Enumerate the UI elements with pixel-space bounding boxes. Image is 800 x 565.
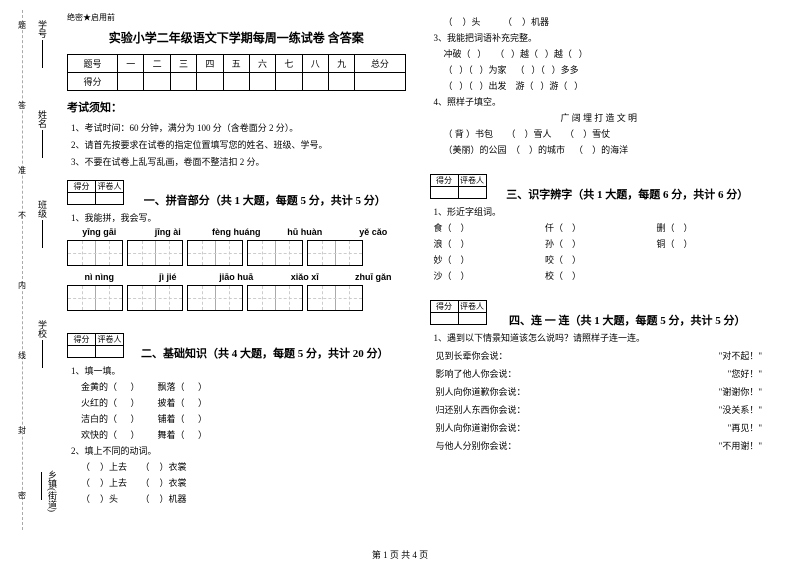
vmark-5: 线 bbox=[18, 350, 26, 361]
q2-2-row1[interactable]: （ ）上去 （ ）衣裳 bbox=[81, 476, 406, 489]
q2-3-row0[interactable]: 冲破（ ） （ ）越（ ）越（ ） bbox=[444, 47, 769, 60]
vfield-xiang: 乡镇(街道) bbox=[36, 470, 59, 540]
section-4-title: 四、连 一 连（共 1 大题，每题 5 分，共计 5 分） bbox=[487, 312, 769, 328]
notice-1: 1、考试时间：60 分钟，满分为 100 分（含卷面分 2 分）。 bbox=[71, 121, 406, 134]
vmark-3: 不 bbox=[18, 210, 26, 221]
q2-2-label: 2、填上不同的动词。 bbox=[71, 444, 406, 457]
scorebox-s3: 得分评卷人 bbox=[430, 174, 487, 199]
vfield-xuehao: 学号 bbox=[36, 20, 49, 70]
match-5[interactable]: 与他人分别你会说："不用谢！" bbox=[436, 439, 763, 452]
q2-3-row1[interactable]: （ ）（ ）为家 （ ）（ ）多多 bbox=[444, 63, 769, 76]
q2-3-label: 3、我能把词语补充完整。 bbox=[434, 31, 769, 44]
q2-1-row3[interactable]: 欢快的（ ） 舞着（ ） bbox=[81, 428, 406, 441]
secrecy-tag: 绝密★启用前 bbox=[67, 12, 406, 23]
left-column: 绝密★启用前 实验小学二年级语文下学期每周一练试卷 含答案 题号一二三四五六七八… bbox=[55, 12, 418, 540]
vmark-0: 题 bbox=[18, 20, 26, 31]
vfield-xuexiao: 学校 bbox=[36, 320, 49, 370]
match-4[interactable]: 别人向你道谢你会说："再见！" bbox=[436, 421, 763, 434]
q2-2-cont[interactable]: （ ）头 （ ）机器 bbox=[444, 15, 769, 28]
match-2[interactable]: 别人向你道歉你会说："谢谢你！" bbox=[436, 385, 763, 398]
vmark-4: 内 bbox=[18, 280, 26, 291]
page-content: 绝密★启用前 实验小学二年级语文下学期每周一练试卷 含答案 题号一二三四五六七八… bbox=[0, 0, 800, 540]
notice-heading: 考试须知： bbox=[67, 99, 406, 115]
q3-1-label: 1、形近字组词。 bbox=[434, 205, 769, 218]
q2-2-row2[interactable]: （ ）头 （ ）机器 bbox=[81, 492, 406, 505]
vmark-1: 答 bbox=[18, 100, 26, 111]
q3-row1[interactable]: 浪（ ）孙（ ）铜（ ） bbox=[434, 237, 769, 250]
q2-1-label: 1、填一填。 bbox=[71, 364, 406, 377]
binding-margin: 学号 姓名 班级 学校 乡镇(街道) 题 答 准 不 内 线 封 密 bbox=[0, 0, 55, 540]
exam-title: 实验小学二年级语文下学期每周一练试卷 含答案 bbox=[67, 29, 406, 46]
section-1-title: 一、拼音部分（共 1 大题，每题 5 分，共计 5 分） bbox=[124, 192, 406, 208]
q2-4-row0[interactable]: （ 背 ）书包 （ ）雪人 （ ）雪仗 bbox=[444, 127, 769, 140]
tian-row-2[interactable] bbox=[67, 285, 406, 311]
section-2-title: 二、基础知识（共 4 大题，每题 5 分，共计 20 分） bbox=[124, 345, 406, 361]
scorebox-s4: 得分评卷人 bbox=[430, 300, 487, 325]
q2-2-row0[interactable]: （ ）上去 （ ）衣裳 bbox=[81, 460, 406, 473]
vfield-banji: 班级 bbox=[36, 200, 49, 250]
q2-3-row2[interactable]: （ ）（ ）出发 游（ ）游（ ） bbox=[444, 79, 769, 92]
pinyin-row-1: yīng gāijīng àifèng huánghū huànyě cǎo bbox=[67, 227, 406, 237]
q2-1-row0[interactable]: 金黄的（ ） 飘落（ ） bbox=[81, 380, 406, 393]
match-1[interactable]: 影响了他人你会说："您好！" bbox=[436, 367, 763, 380]
tian-row-1[interactable] bbox=[67, 240, 406, 266]
pinyin-row-2: nì nìngjì jiéjiāo huāxiǎo xīzhuī gǎn bbox=[67, 272, 406, 282]
fold-line bbox=[22, 10, 23, 530]
q3-row0[interactable]: 食（ ）仟（ ）删（ ） bbox=[434, 221, 769, 234]
q2-4-label: 4、照样子填空。 bbox=[434, 95, 769, 108]
q4-1-label: 1、遇到以下情景知道该怎么说吗？请照样子连一连。 bbox=[434, 331, 769, 344]
vmark-2: 准 bbox=[18, 165, 26, 176]
q2-4-wordbank: 广 阔 埋 打 造 文 明 bbox=[430, 111, 769, 124]
score-value-row[interactable]: 得分 bbox=[68, 73, 406, 91]
q1-label: 1、我能拼，我会写。 bbox=[71, 211, 406, 224]
q3-row3[interactable]: 沙（ ）校（ ） bbox=[434, 269, 769, 282]
q3-row2[interactable]: 妙（ ）咬（ ） bbox=[434, 253, 769, 266]
vfield-xingming: 姓名 bbox=[36, 110, 49, 160]
notice-2: 2、请首先按要求在试卷的指定位置填写您的姓名、班级、学号。 bbox=[71, 138, 406, 151]
score-table: 题号一二三四五六七八九总分 得分 bbox=[67, 54, 406, 91]
match-0[interactable]: 见到长辈你会说："对不起！" bbox=[436, 349, 763, 362]
notice-3: 3、不要在试卷上乱写乱画，卷面不整洁扣 2 分。 bbox=[71, 155, 406, 168]
scorebox-s1: 得分评卷人 bbox=[67, 180, 124, 205]
q2-4-row1[interactable]: （美丽）的公园 （ ）的城市 （ ）的海洋 bbox=[444, 143, 769, 156]
page-footer: 第 1 页 共 4 页 bbox=[0, 548, 800, 561]
vmark-6: 封 bbox=[18, 425, 26, 436]
section-3-title: 三、识字辨字（共 1 大题，每题 6 分，共计 6 分） bbox=[487, 186, 769, 202]
scorebox-s2: 得分评卷人 bbox=[67, 333, 124, 358]
q2-1-row2[interactable]: 洁白的（ ） 铺着（ ） bbox=[81, 412, 406, 425]
right-column: （ ）头 （ ）机器 3、我能把词语补充完整。 冲破（ ） （ ）越（ ）越（ … bbox=[418, 12, 781, 540]
score-header-row: 题号一二三四五六七八九总分 bbox=[68, 55, 406, 73]
q2-1-row1[interactable]: 火红的（ ） 披着（ ） bbox=[81, 396, 406, 409]
vmark-7: 密 bbox=[18, 490, 26, 501]
match-3[interactable]: 归还别人东西你会说："没关系！" bbox=[436, 403, 763, 416]
